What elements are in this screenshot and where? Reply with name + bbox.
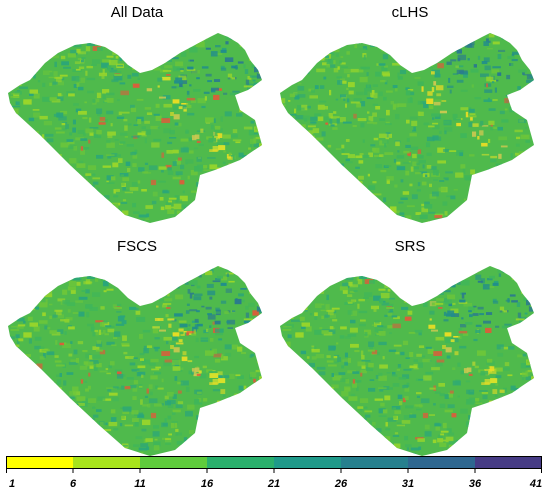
legend-color-bar xyxy=(6,456,542,473)
legend-segment xyxy=(274,456,342,469)
legend-segment xyxy=(408,456,476,469)
legend-segment xyxy=(207,456,275,469)
legend-segment xyxy=(6,456,74,469)
legend-tick-label: 41 xyxy=(529,478,543,490)
panel-title-srs: SRS xyxy=(394,238,426,255)
legend-tick-label: 36 xyxy=(468,478,482,490)
legend-tick-label: 21 xyxy=(267,478,281,490)
map-outline xyxy=(8,33,262,223)
map-all-data xyxy=(8,33,262,223)
legend-tick-label: 26 xyxy=(334,478,348,490)
map-clhs xyxy=(280,33,534,223)
legend-segment xyxy=(341,456,409,469)
map-outline xyxy=(280,266,534,456)
map-fscs xyxy=(8,266,262,456)
legend-segment xyxy=(475,456,542,469)
panel-title-clhs: cLHS xyxy=(391,4,429,21)
panel-title-fscs: FSCS xyxy=(116,238,157,255)
legend-tick-label: 16 xyxy=(200,478,214,490)
legend-segment xyxy=(140,456,208,469)
legend: 1 6 11 16 21 26 31 36 41 xyxy=(6,456,542,496)
map-outline xyxy=(8,266,262,456)
legend-segment xyxy=(73,456,141,469)
legend-tick-label: 1 xyxy=(8,478,16,490)
map-srs xyxy=(280,266,534,456)
legend-tick-label: 11 xyxy=(134,478,146,490)
legend-tick-label: 6 xyxy=(69,478,77,490)
panel-title-all-data: All Data xyxy=(110,4,164,21)
legend-tick-label: 31 xyxy=(401,478,415,490)
